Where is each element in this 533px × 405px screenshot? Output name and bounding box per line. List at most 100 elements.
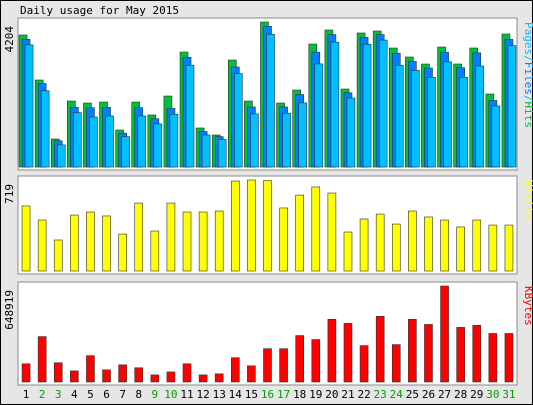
bar <box>118 364 127 383</box>
legend: KBytes <box>522 286 533 326</box>
bar <box>102 369 111 383</box>
bar <box>73 112 82 168</box>
bar <box>70 214 79 272</box>
bar <box>247 179 256 272</box>
x-tick-label: 1 <box>23 388 30 401</box>
chart-title: Daily usage for May 2015 <box>20 4 179 17</box>
x-tick-label: 20 <box>325 388 338 401</box>
x-tick-label: 12 <box>196 388 209 401</box>
bar <box>266 33 275 168</box>
bar <box>459 77 468 168</box>
x-tick-label: 19 <box>309 388 322 401</box>
bar <box>295 335 304 383</box>
x-tick-label: 8 <box>135 388 142 401</box>
bar <box>37 219 47 272</box>
x-tick-label: 30 <box>486 388 499 401</box>
y-tick-label: 4204 <box>3 26 16 53</box>
x-tick-label: 6 <box>103 388 110 401</box>
bar <box>391 223 401 272</box>
x-tick-label: 23 <box>374 388 387 401</box>
bar <box>56 144 66 168</box>
bar <box>201 134 211 168</box>
bar <box>443 61 452 168</box>
bar <box>472 325 482 383</box>
bar <box>279 348 288 383</box>
x-tick-label: 22 <box>357 388 370 401</box>
x-tick-label: 26 <box>422 388 435 401</box>
bar <box>217 139 227 168</box>
bar <box>263 348 272 383</box>
legend-entry: Hits <box>522 102 533 129</box>
bar <box>343 231 353 272</box>
x-tick-label: 18 <box>293 388 306 401</box>
bar <box>504 333 514 383</box>
bar <box>134 367 144 383</box>
bar <box>231 357 240 383</box>
bar <box>295 194 304 272</box>
bar <box>311 339 321 383</box>
legend-entry: Pages <box>522 22 533 55</box>
x-tick-label: 25 <box>406 388 419 401</box>
bar <box>408 210 417 272</box>
x-tick-label: 16 <box>261 388 274 401</box>
bar <box>456 226 465 272</box>
bar <box>166 202 176 272</box>
bar <box>250 113 259 168</box>
x-tick-label: 3 <box>55 388 62 401</box>
bar <box>137 115 147 168</box>
bar <box>362 43 372 168</box>
bar <box>378 39 388 168</box>
bar <box>282 112 291 168</box>
x-tick-label: 28 <box>454 388 467 401</box>
bar <box>456 327 465 383</box>
bar <box>491 105 501 168</box>
bar <box>86 355 95 383</box>
x-tick-label: 27 <box>438 388 451 401</box>
x-tick-label: 15 <box>245 388 258 401</box>
bar <box>343 323 353 383</box>
bar <box>375 316 385 383</box>
bar <box>182 363 192 383</box>
x-tick-label: 31 <box>502 388 515 401</box>
bar <box>314 63 324 168</box>
x-tick-label: 11 <box>180 388 193 401</box>
bar <box>424 216 433 272</box>
legend: Visits <box>522 180 533 220</box>
bar <box>327 318 337 383</box>
bar <box>134 202 144 272</box>
bar <box>359 345 369 383</box>
bar <box>263 180 272 272</box>
bar <box>185 64 195 168</box>
bar <box>214 210 224 272</box>
x-tick-label: 14 <box>229 388 243 401</box>
bar <box>408 318 417 383</box>
bar <box>40 90 50 168</box>
y-tick-label: 648919 <box>3 290 16 330</box>
bar <box>327 192 337 272</box>
bar <box>424 324 433 383</box>
x-tick-label: 10 <box>164 388 177 401</box>
bar <box>391 344 401 383</box>
legend-entry: Visits <box>522 180 533 220</box>
bar <box>311 186 321 272</box>
bar <box>279 207 288 272</box>
bar <box>472 219 482 272</box>
bar <box>507 45 517 168</box>
bar <box>198 211 208 272</box>
legend-entry: KBytes <box>522 286 533 326</box>
bar <box>298 102 307 168</box>
bar <box>21 205 31 272</box>
x-tick-label: 4 <box>71 388 78 401</box>
bar <box>105 115 114 168</box>
bar <box>89 116 98 168</box>
x-tick-label: 24 <box>390 388 404 401</box>
bar <box>53 239 63 272</box>
x-tick-label: 21 <box>341 388 354 401</box>
bar <box>330 41 340 168</box>
bar <box>70 370 79 383</box>
bar <box>359 218 369 272</box>
bar <box>198 374 208 383</box>
bar <box>118 233 127 272</box>
bar <box>346 97 356 168</box>
